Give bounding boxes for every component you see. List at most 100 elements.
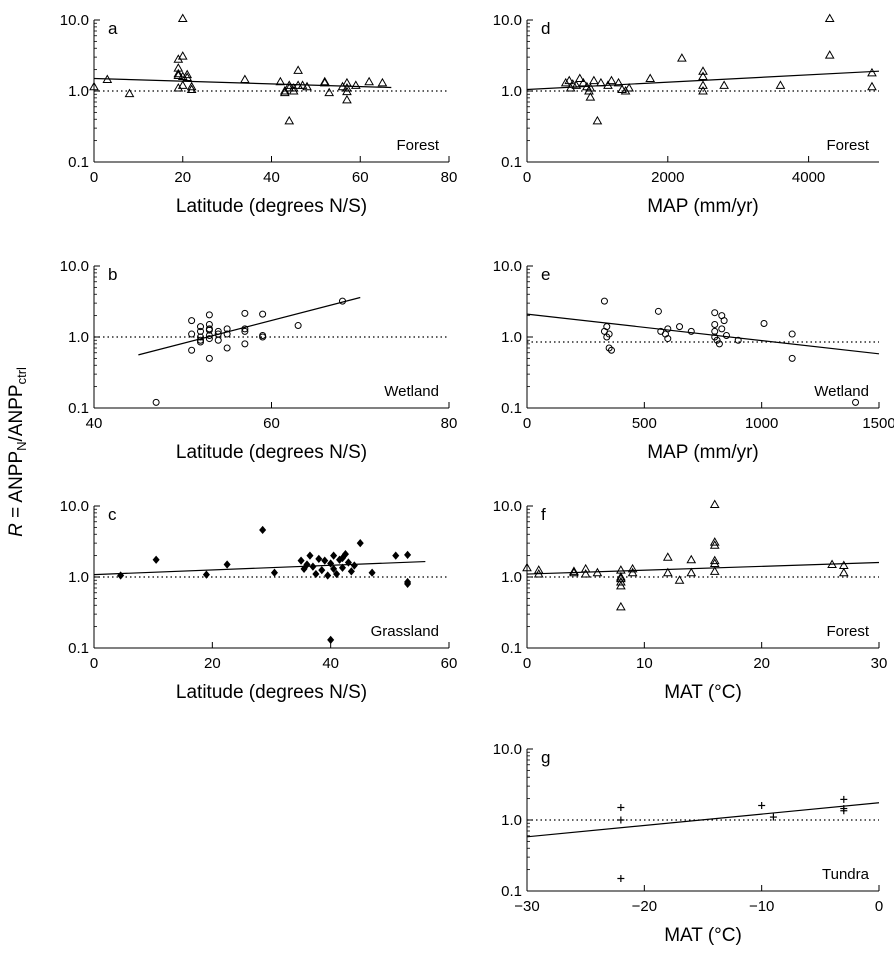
x-tick-label: 0 — [875, 898, 883, 915]
data-point — [279, 87, 290, 97]
data-point — [333, 569, 341, 579]
panel-letter: g — [541, 748, 550, 767]
y-axis-label-sub-n: N — [14, 441, 29, 450]
x-tick-label: 20 — [174, 169, 191, 186]
data-point — [205, 325, 213, 333]
data-point — [709, 537, 720, 546]
data-point — [177, 71, 188, 81]
data-point — [404, 550, 412, 559]
data-point — [574, 73, 585, 82]
fit-line — [93, 560, 426, 576]
data-point — [259, 525, 267, 535]
data-point — [827, 559, 837, 568]
data-point — [241, 327, 249, 335]
data-point — [775, 80, 786, 89]
data-point — [607, 346, 615, 354]
data-point — [205, 311, 213, 319]
data-point — [620, 85, 631, 95]
data-point — [722, 331, 730, 339]
x-tick-label: −20 — [632, 898, 657, 915]
data-point — [867, 67, 877, 77]
data-point — [592, 567, 603, 577]
y-axis-label-slash: /ANPP — [6, 384, 27, 441]
x-tick-label: 1000 — [745, 415, 778, 432]
data-point — [312, 569, 320, 579]
data-point — [686, 554, 697, 564]
data-point — [202, 570, 210, 579]
x-tick-label: 4000 — [792, 169, 825, 186]
panel-letter: e — [541, 265, 550, 284]
data-point — [177, 80, 188, 89]
data-point — [580, 569, 591, 578]
data-point — [852, 398, 860, 406]
data-point — [102, 74, 113, 84]
data-point — [275, 76, 286, 86]
panel-b: 0.1 1.0 10.0 40 60 80 Latitude (degrees N/S) b W… — [60, 258, 458, 463]
y-tick-label: 0.1 — [68, 400, 89, 417]
data-point — [186, 81, 197, 91]
data-point — [303, 560, 311, 569]
data-point — [769, 813, 777, 821]
data-point — [309, 562, 317, 571]
data-point — [177, 51, 188, 60]
data-point — [302, 81, 312, 91]
x-tick-label: 0 — [90, 169, 98, 186]
data-point — [319, 77, 330, 87]
data-point — [297, 80, 308, 89]
data-point — [603, 323, 611, 331]
data-point — [205, 354, 213, 362]
data-point — [596, 77, 606, 87]
data-point — [330, 564, 338, 574]
data-point — [711, 327, 719, 335]
panel-letter: f — [541, 505, 546, 524]
data-point — [616, 571, 626, 581]
data-point — [241, 325, 249, 333]
data-point — [205, 331, 213, 339]
data-point — [758, 802, 766, 810]
data-point — [152, 398, 160, 406]
y-tick-label: 10.0 — [493, 258, 522, 275]
x-tick-label: −10 — [749, 898, 774, 915]
y-tick-label: 0.1 — [501, 640, 522, 657]
data-point — [214, 336, 222, 344]
x-axis-title: Latitude (degrees N/S) — [176, 682, 367, 703]
data-point — [571, 80, 582, 89]
x-tick-label: 30 — [871, 655, 888, 672]
data-point — [173, 70, 184, 80]
data-point — [686, 567, 697, 577]
data-point — [715, 340, 723, 348]
data-point — [560, 77, 571, 87]
data-point — [585, 83, 596, 92]
y-tick-label: 1.0 — [68, 569, 89, 586]
x-tick-label: 40 — [322, 655, 339, 672]
data-point — [698, 66, 708, 75]
data-point — [711, 320, 719, 328]
x-axis-title: MAP (mm/yr) — [647, 196, 759, 217]
data-point — [324, 87, 335, 97]
data-point — [533, 569, 544, 578]
y-tick-label: 0.1 — [501, 154, 522, 171]
data-point — [627, 567, 638, 577]
data-point — [617, 803, 625, 811]
data-point — [564, 75, 575, 85]
data-point — [319, 76, 330, 86]
y-tick-label: 1.0 — [68, 83, 89, 100]
data-point — [533, 565, 544, 574]
data-point — [341, 550, 349, 559]
data-point — [627, 563, 638, 573]
y-tick-label: 0.1 — [68, 154, 89, 171]
x-axis-title: Latitude (degrees N/S) — [176, 196, 367, 217]
data-point — [662, 552, 673, 561]
data-point — [824, 13, 835, 22]
x-tick-label: 1500 — [862, 415, 894, 432]
x-tick-label: 0 — [523, 169, 531, 186]
data-point — [306, 551, 314, 560]
biome-label: Wetland — [814, 383, 869, 400]
biome-label: Grassland — [371, 623, 439, 640]
data-point — [838, 567, 849, 577]
data-point — [616, 601, 626, 611]
data-point — [711, 309, 719, 317]
x-tick-label: 40 — [263, 169, 280, 186]
x-tick-label: 40 — [86, 415, 103, 432]
